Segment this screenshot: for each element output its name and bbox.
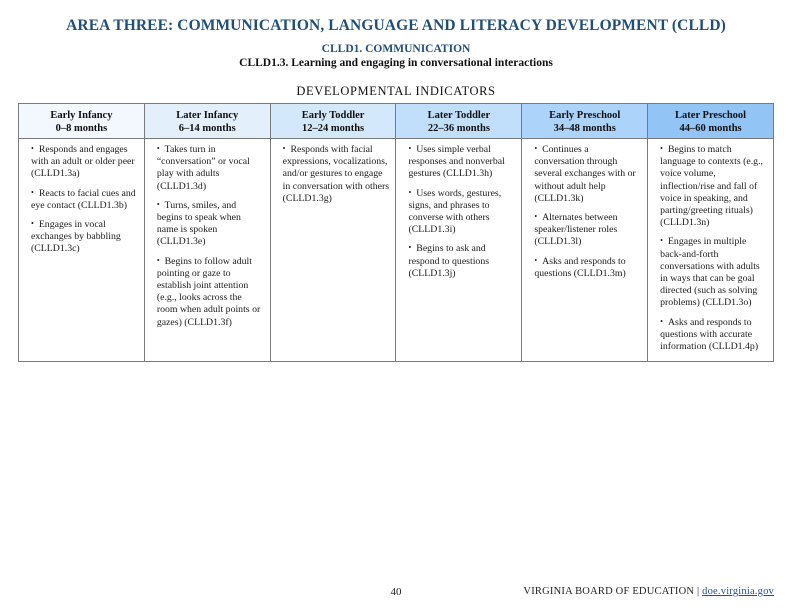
bullet-icon: •	[31, 144, 34, 153]
bullet-icon: •	[31, 187, 34, 197]
col-header-name: Later Toddler	[427, 110, 491, 121]
list-item: • Asks and responds to questions (CLLD1.3…	[534, 255, 626, 279]
col-header-early-toddler: Early Toddler 12–24 months	[269, 103, 397, 139]
list-item: • Uses words, gestures, signs, and phrase…	[408, 187, 502, 236]
bullet-icon: •	[156, 255, 160, 265]
list-item: • Turns, smiles, and begins to speak when…	[156, 199, 241, 248]
list-item: • Alternates between speaker/listener rol…	[534, 212, 618, 248]
footer-separator: |	[694, 586, 703, 597]
cell-later-preschool: • Begins to match language to contexts (e…	[647, 137, 774, 363]
org-name: VIRGINIA BOARD OF EDUCATION	[523, 586, 695, 597]
col-header-name: Later Preschool	[675, 110, 747, 121]
footer-attribution: VIRGINIA BOARD OF EDUCATION | doe.virgin…	[523, 586, 774, 597]
col-header-name: Early Infancy	[50, 110, 113, 121]
bullet-icon: •	[534, 144, 538, 153]
col-header-later-toddler: Later Toddler 22–36 months	[395, 103, 523, 139]
cell-later-infancy: • Takes turn in “conversation” or vocal p…	[143, 137, 271, 363]
indicators-table: Early Infancy 0–8 months Later Infancy 6…	[18, 103, 774, 363]
list-item: • Engages in vocal exchanges by babbling …	[31, 219, 121, 255]
cell-early-infancy: • Responds and engages with an adult or o…	[18, 137, 145, 363]
list-item: • Uses simple verbal responses and nonver…	[408, 144, 505, 180]
table-header-row: Early Infancy 0–8 months Later Infancy 6…	[18, 103, 774, 139]
bullet-icon: •	[660, 316, 663, 326]
bullet-icon: •	[156, 144, 160, 153]
col-header-later-preschool: Later Preschool 44–60 months	[647, 103, 774, 139]
bullet-icon: •	[282, 144, 286, 153]
col-header-range: 34–48 months	[553, 123, 616, 134]
list-item: • Takes turn in “conversation” or vocal p…	[156, 144, 250, 192]
col-header-range: 0–8 months	[55, 123, 108, 134]
col-header-early-infancy: Early Infancy 0–8 months	[18, 103, 145, 139]
list-item: • Responds with facial expressions, vocal…	[282, 144, 390, 204]
table-row: • Responds and engages with an adult or o…	[18, 137, 774, 363]
list-item: • Asks and responds to questions with acc…	[660, 316, 759, 353]
area-title: AREA THREE: COMMUNICATION, LANGUAGE AND …	[66, 17, 726, 34]
list-item: • Continues a conversation through severa…	[534, 144, 636, 204]
col-header-range: 6–14 months	[178, 123, 236, 134]
standard-title: CLLD1. COMMUNICATION	[321, 43, 471, 55]
col-header-name: Later Infancy	[176, 110, 239, 121]
list-item: • Begins to follow adult pointing or gaze…	[156, 255, 261, 328]
col-header-early-preschool: Early Preschool 34–48 months	[521, 103, 649, 139]
bullet-icon: •	[534, 255, 538, 265]
col-header-later-infancy: Later Infancy 6–14 months	[143, 103, 271, 139]
list-item: • Begins to ask and respond to questions …	[408, 243, 490, 279]
cell-early-toddler: • Responds with facial expressions, vocal…	[269, 137, 397, 363]
col-header-name: Early Toddler	[301, 110, 365, 121]
indicator-title: CLLD1.3. Learning and engaging in conver…	[239, 57, 553, 69]
cell-later-toddler: • Uses simple verbal responses and nonver…	[395, 137, 523, 363]
col-header-name: Early Preschool	[549, 110, 621, 121]
col-header-range: 22–36 months	[427, 123, 490, 134]
website-link[interactable]: doe.virginia.gov	[702, 586, 774, 597]
list-item: • Reacts to facial cues and eye contact (…	[31, 187, 136, 211]
cell-early-preschool: • Continues a conversation through severa…	[521, 137, 649, 363]
col-header-range: 12–24 months	[302, 123, 365, 134]
bullet-icon: •	[408, 243, 412, 253]
bullet-icon: •	[660, 236, 663, 246]
bullet-icon: •	[31, 219, 34, 229]
list-item: • Engages in multiple back-and-forth conv…	[660, 236, 760, 309]
bullet-icon: •	[408, 187, 412, 197]
list-item: • Begins to match language to contexts (e…	[660, 144, 763, 229]
section-title: DEVELOPMENTAL INDICATORS	[296, 84, 496, 98]
bullet-icon: •	[408, 144, 412, 153]
bullet-icon: •	[660, 144, 663, 153]
bullet-icon: •	[156, 199, 160, 209]
page-number: 40	[390, 586, 402, 598]
col-header-range: 44–60 months	[679, 123, 742, 134]
bullet-icon: •	[534, 212, 538, 222]
list-item: • Responds and engages with an adult or o…	[31, 144, 135, 180]
